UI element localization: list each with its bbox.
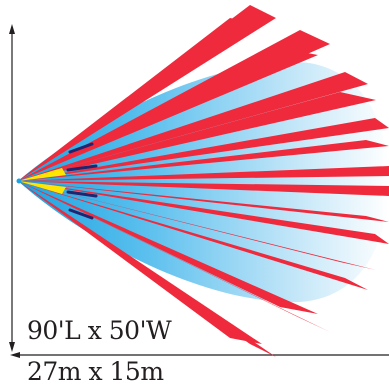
beam-ray xyxy=(18,18,262,181)
beam-ray xyxy=(18,181,389,244)
beam-ray xyxy=(18,92,376,181)
beam-ray xyxy=(18,181,318,314)
beam-group xyxy=(18,5,389,357)
beam-marker xyxy=(66,190,98,198)
metric-dimension-label: 27m x 15m xyxy=(27,357,164,386)
beam-marker xyxy=(66,164,98,172)
vertical-dimension-line xyxy=(9,24,15,352)
beam-ray xyxy=(18,140,389,181)
yellow-core xyxy=(18,168,66,194)
beam-marker xyxy=(68,208,94,220)
beam-ray xyxy=(18,181,389,222)
beam-ray xyxy=(18,48,318,181)
beam-marker xyxy=(68,142,94,154)
horizontal-dimension-line xyxy=(10,352,389,358)
sensor-origin-icon xyxy=(16,178,22,184)
beam-ray xyxy=(18,181,376,270)
imperial-dimension-label: 90'L x 50'W xyxy=(27,316,172,345)
beam-ray xyxy=(18,181,389,196)
beam-ray xyxy=(18,118,389,181)
marker-group xyxy=(66,142,98,220)
beam-ray xyxy=(18,181,368,290)
beam-ray xyxy=(18,181,262,344)
beam-ray xyxy=(18,181,330,332)
beam-ray xyxy=(18,181,276,357)
beam-ray xyxy=(18,166,389,181)
beam-ray xyxy=(18,72,368,181)
